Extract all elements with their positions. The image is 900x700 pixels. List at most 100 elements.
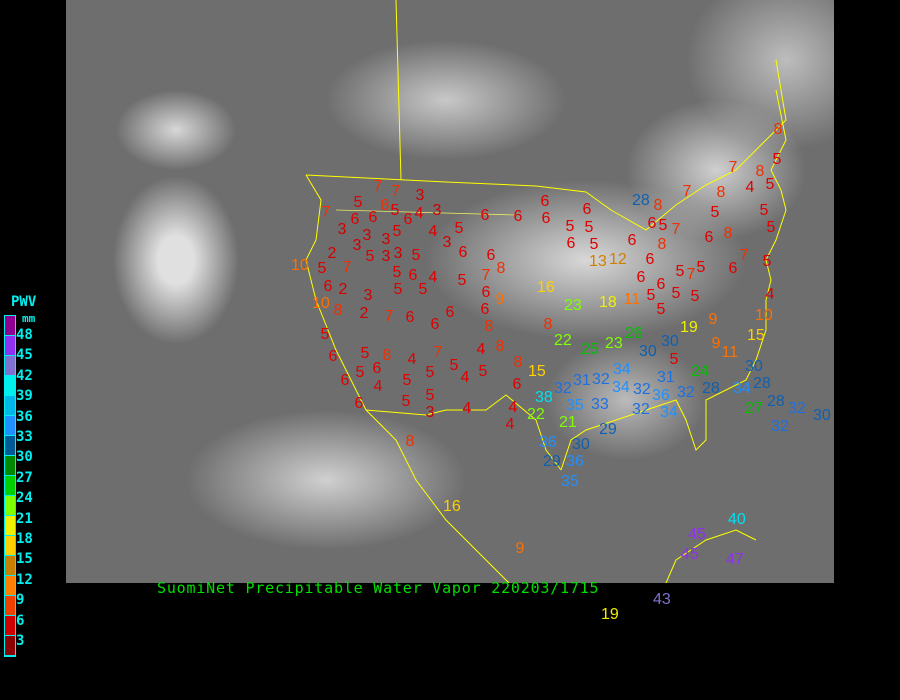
station-pwv-value: 33 <box>591 396 609 413</box>
station-pwv-value: 6 <box>408 267 418 284</box>
station-pwv-value: 5 <box>402 372 412 389</box>
station-pwv-value: 12 <box>609 251 627 268</box>
station-pwv-value: 6 <box>541 210 551 227</box>
station-pwv-value: 6 <box>368 209 378 226</box>
station-pwv-value: 34 <box>660 404 678 421</box>
legend-swatch <box>5 636 15 656</box>
station-pwv-value: 10 <box>755 307 773 324</box>
station-pwv-value: 3 <box>352 237 362 254</box>
station-pwv-value: 6 <box>582 201 592 218</box>
station-pwv-value: 30 <box>572 436 590 453</box>
station-pwv-value: 34 <box>733 380 751 397</box>
station-pwv-value: 11 <box>721 344 739 361</box>
station-pwv-value: 5 <box>696 259 706 276</box>
station-pwv-value: 7 <box>342 259 352 276</box>
station-pwv-value: 3 <box>337 221 347 238</box>
station-pwv-value: 15 <box>528 363 546 380</box>
station-pwv-value: 5 <box>762 253 772 270</box>
canada-provinces <box>395 0 402 181</box>
station-pwv-value: 4 <box>508 399 518 416</box>
station-pwv-value: 8 <box>723 225 733 242</box>
station-pwv-value: 4 <box>460 369 470 386</box>
station-pwv-value: 16 <box>443 498 461 515</box>
station-pwv-value: 45 <box>681 546 699 563</box>
station-pwv-value: 4 <box>428 223 438 240</box>
station-pwv-value: 34 <box>612 379 630 396</box>
station-pwv-value: 32 <box>771 418 789 435</box>
station-pwv-value: 4 <box>428 269 438 286</box>
station-pwv-value: 8 <box>657 236 667 253</box>
station-pwv-value: 26 <box>625 325 643 342</box>
station-pwv-value: 18 <box>599 294 617 311</box>
station-pwv-value: 5 <box>392 264 402 281</box>
station-pwv-value: 32 <box>632 401 650 418</box>
station-pwv-value: 7 <box>686 266 696 283</box>
station-pwv-value: 23 <box>605 335 623 352</box>
legend-tick: 18 <box>16 531 33 547</box>
station-pwv-value: 2 <box>338 281 348 298</box>
station-pwv-value: 8 <box>716 184 726 201</box>
station-pwv-value: 22 <box>527 406 545 423</box>
station-pwv-value: 22 <box>554 332 572 349</box>
station-pwv-value: 6 <box>540 193 550 210</box>
station-pwv-value: 5 <box>646 287 656 304</box>
station-pwv-value: 36 <box>539 434 557 451</box>
station-pwv-value: 8 <box>755 163 765 180</box>
legend-tick: 36 <box>16 408 33 425</box>
satellite-image <box>66 0 834 583</box>
station-pwv-value: 6 <box>354 395 364 412</box>
station-pwv-value: 5 <box>765 176 775 193</box>
legend-tick: 12 <box>16 571 33 588</box>
station-pwv-value: 5 <box>656 301 666 318</box>
station-pwv-value: 4 <box>373 378 383 395</box>
station-pwv-value: 13 <box>589 253 607 270</box>
station-pwv-value: 3 <box>362 227 372 244</box>
station-pwv-value: 6 <box>372 360 382 377</box>
station-pwv-value: 5 <box>584 219 594 236</box>
station-pwv-value: 45 <box>688 526 706 543</box>
station-pwv-value: 4 <box>462 400 472 417</box>
station-pwv-value: 9 <box>708 311 718 328</box>
station-pwv-value: 7 <box>671 221 681 238</box>
legend-tick: 33 <box>16 429 33 445</box>
legend-swatch <box>5 516 15 536</box>
legend-swatch <box>5 456 15 476</box>
legend-tick: 45 <box>16 347 33 364</box>
station-pwv-value: 32 <box>788 400 806 417</box>
station-pwv-value: 6 <box>458 244 468 261</box>
yucatan-outline <box>665 529 757 583</box>
station-pwv-value: 24 <box>691 363 709 380</box>
station-pwv-value: 36 <box>566 453 584 470</box>
station-pwv-value: 6 <box>405 309 415 326</box>
station-pwv-value: 7 <box>739 247 749 264</box>
legend-swatch <box>5 476 15 496</box>
station-pwv-value: 5 <box>317 260 327 277</box>
station-pwv-value: 40 <box>728 511 746 528</box>
station-pwv-value: 16 <box>537 279 555 296</box>
station-pwv-value: 5 <box>690 288 700 305</box>
station-pwv-value: 8 <box>773 121 783 138</box>
legend-swatch <box>5 316 15 336</box>
legend-swatch <box>5 556 15 576</box>
station-pwv-value: 4 <box>745 179 755 196</box>
station-pwv-value: 5 <box>425 364 435 381</box>
station-pwv-value: 32 <box>677 384 695 401</box>
station-pwv-value: 5 <box>393 281 403 298</box>
legend-tick: 48 <box>16 327 33 343</box>
station-pwv-value: 8 <box>333 302 343 319</box>
station-pwv-value: 8 <box>495 338 505 355</box>
station-pwv-value: 9 <box>711 335 721 352</box>
us-canada-border <box>305 59 787 231</box>
station-pwv-value: 6 <box>323 278 333 295</box>
station-pwv-value: 4 <box>765 286 775 303</box>
station-pwv-value: 43 <box>653 591 671 608</box>
legend-swatch <box>5 436 15 456</box>
station-pwv-value: 4 <box>476 341 486 358</box>
legend-tick: 3 <box>16 633 25 649</box>
station-pwv-value: 8 <box>543 316 553 333</box>
station-pwv-value: 11 <box>623 291 641 308</box>
legend-tick: 24 <box>16 490 33 507</box>
station-pwv-value: 5 <box>671 285 681 302</box>
station-pwv-value: 7 <box>384 308 394 325</box>
map-title: SuomiNet Precipitable Water Vapor 220203… <box>157 579 600 597</box>
